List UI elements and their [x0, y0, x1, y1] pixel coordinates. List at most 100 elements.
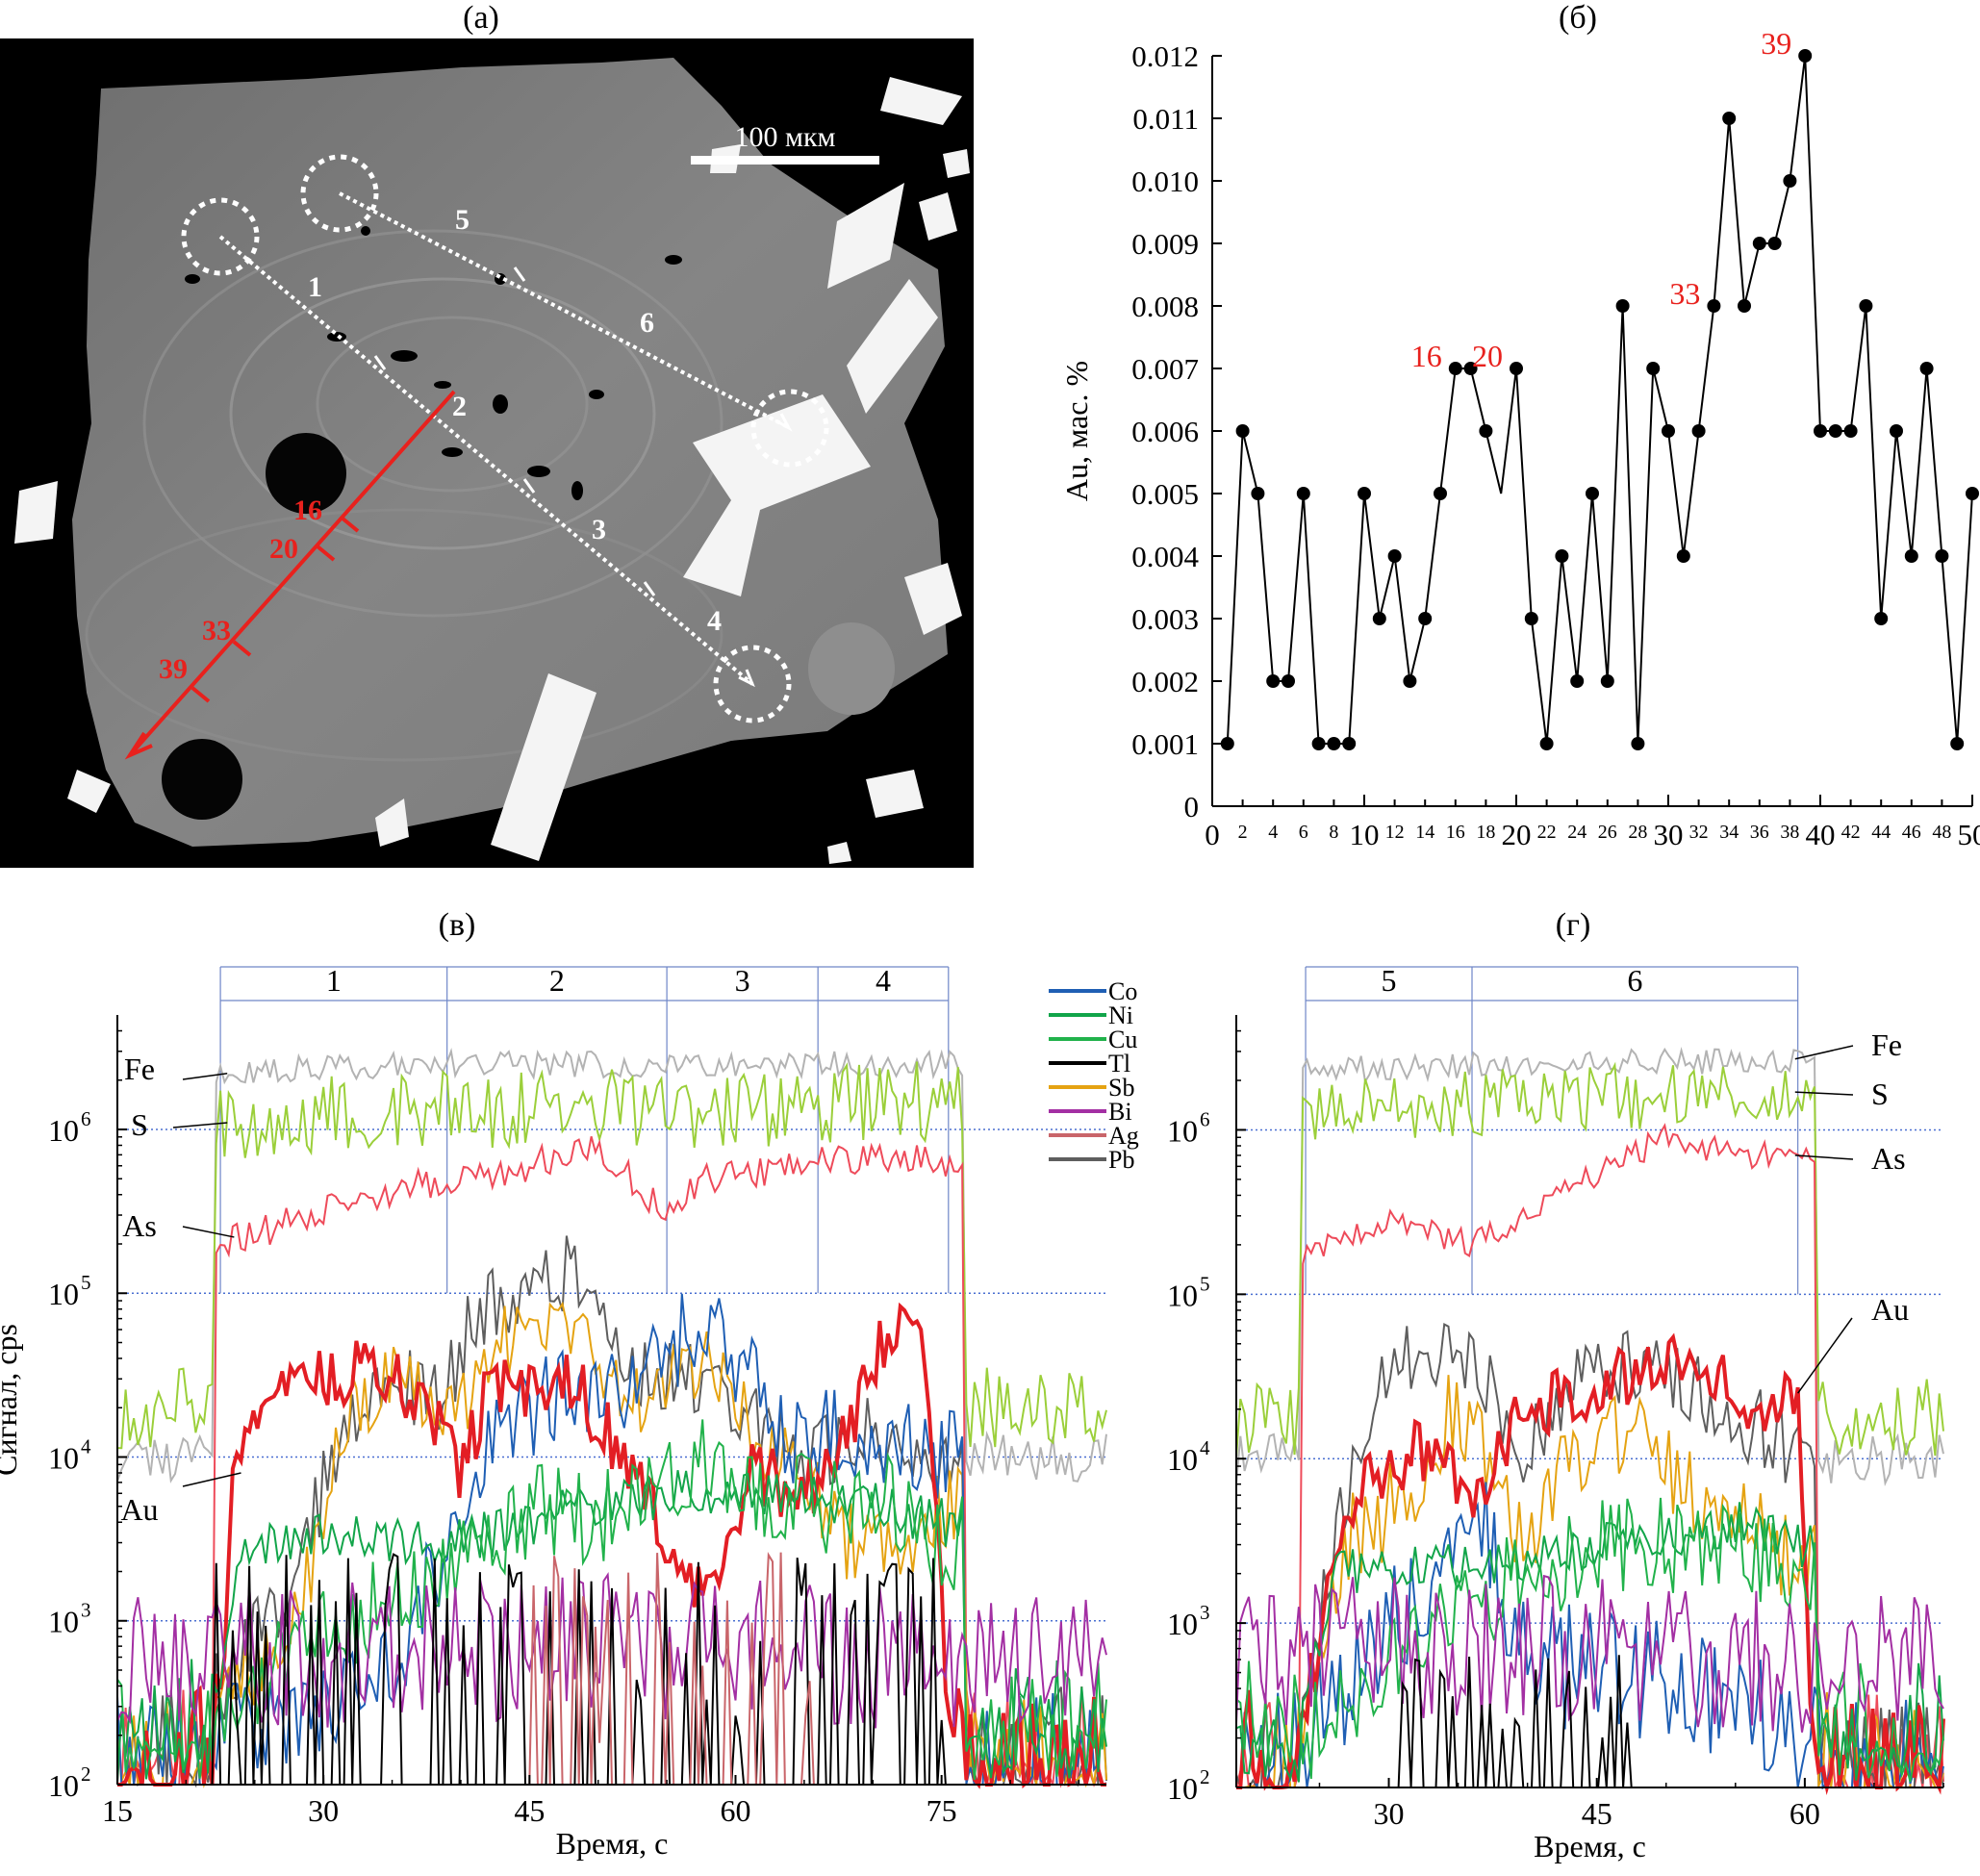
x-tick-label: 30	[1654, 818, 1684, 851]
au-series-line	[1226, 55, 1973, 745]
small-grain	[808, 622, 895, 715]
series-line-fe	[1235, 1046, 1944, 1486]
legend-label: Ni	[1108, 1001, 1133, 1029]
x-tick-label: 10	[1350, 818, 1380, 851]
x-tick-label: 45	[514, 1793, 545, 1828]
au-data-point	[1767, 237, 1782, 250]
au-data-point	[1448, 362, 1462, 375]
panel-d-label: (г)	[1555, 907, 1591, 943]
y-tick-label-exp: 3	[1200, 1601, 1210, 1624]
series-ni	[1235, 1502, 1944, 1783]
traverse-ticks	[373, 266, 656, 596]
y-tick-label-base: 10	[48, 1440, 79, 1475]
au-data-point	[1662, 424, 1675, 438]
profile-label: 33	[202, 615, 231, 646]
y-tick-label: 0.011	[1132, 102, 1199, 136]
x-minor-tick-label: 42	[1841, 822, 1861, 843]
bse-image-panel: 100 мкм 1 2 3 4 5 6	[0, 38, 974, 868]
point-annotation: 16	[1411, 339, 1442, 373]
x-minor-tick-label: 16	[1446, 822, 1465, 843]
au-data-point	[1646, 362, 1661, 375]
panel-a-label: (а)	[463, 0, 499, 36]
au-data-point	[1676, 549, 1690, 563]
legend-label: Bi	[1108, 1098, 1132, 1126]
y-tick-label: 0.002	[1131, 665, 1199, 698]
x-minor-tick-label: 44	[1871, 822, 1891, 843]
au-data-point	[1570, 674, 1585, 688]
y-tick-label-exp: 4	[81, 1434, 91, 1458]
series-label-leader	[182, 1472, 241, 1487]
y-tick-label-exp: 3	[81, 1599, 91, 1622]
bse-image: 100 мкм 1 2 3 4 5 6	[0, 38, 974, 868]
traverse-label: 1	[308, 271, 322, 303]
series-label-leader	[1794, 1154, 1854, 1160]
au-data-point	[1463, 362, 1478, 375]
x-minor-tick-label: 28	[1628, 822, 1647, 843]
series-line-as	[117, 1136, 1107, 1788]
y-tick-label: 0.007	[1131, 352, 1199, 386]
y-tick-label-base: 10	[48, 1768, 79, 1803]
series-au	[117, 1302, 1106, 1789]
y-tick-label-base: 10	[1167, 1278, 1198, 1312]
x-minor-tick-label: 26	[1598, 822, 1617, 843]
pores	[185, 226, 682, 500]
y-tick-label-exp: 2	[1200, 1765, 1210, 1788]
x-minor-tick-label: 38	[1780, 822, 1799, 843]
point-annotation: 20	[1472, 339, 1503, 373]
x-tick-label: 40	[1806, 818, 1836, 851]
segment-label: 3	[735, 963, 750, 998]
series-line-fe	[116, 1047, 1107, 1483]
au-data-point	[1904, 549, 1918, 563]
y-tick-label: 0.012	[1131, 39, 1199, 73]
traverse-lines	[218, 191, 791, 686]
traverse-label: 6	[640, 307, 654, 339]
x-tick-label: 45	[1582, 1796, 1612, 1831]
series-line-s	[116, 1061, 1107, 1450]
legend-label: Ag	[1108, 1122, 1139, 1150]
x-minor-tick-label: 46	[1902, 822, 1921, 843]
au-data-point	[1752, 237, 1766, 250]
series-s	[116, 1061, 1107, 1450]
series-label-leader	[1794, 1045, 1854, 1060]
x-minor-tick-label: 6	[1299, 822, 1308, 843]
au-data-point	[1966, 487, 1979, 500]
series-line-sb	[1236, 1375, 1944, 1789]
series-line-co	[116, 1293, 1107, 1787]
scale-bar	[691, 156, 879, 165]
series-line-au	[117, 1302, 1106, 1789]
panel-b-label: (б)	[1559, 0, 1597, 36]
x-minor-tick-label: 32	[1689, 822, 1709, 843]
y-tick-label-exp: 2	[81, 1762, 91, 1786]
au-data-point	[1387, 549, 1402, 563]
point-annotation: 39	[1761, 29, 1791, 61]
segment-label: 5	[1382, 963, 1397, 998]
segment-label: 6	[1627, 963, 1642, 998]
bright-phases	[14, 77, 970, 864]
au-data-point	[1722, 112, 1737, 125]
x-tick-label: 20	[1502, 818, 1532, 851]
series-sb	[1236, 1375, 1944, 1789]
series-label: Fe	[124, 1052, 155, 1086]
x-tick-label: 0	[1205, 818, 1220, 851]
y-tick-label: 0	[1184, 790, 1200, 824]
y-tick-label-exp: 6	[1200, 1107, 1210, 1130]
au-data-point	[1798, 49, 1813, 63]
series-line-ni	[116, 1470, 1107, 1780]
zoning-band	[316, 316, 589, 493]
au-data-point	[1327, 737, 1341, 750]
traverse-label: 4	[707, 605, 722, 637]
y-tick-label: 0.005	[1131, 477, 1199, 511]
au-data-point	[1738, 299, 1751, 313]
x-minor-tick-label: 22	[1537, 822, 1557, 843]
x-axis-label: Время, с	[1534, 1829, 1646, 1863]
au-data-point	[1828, 424, 1842, 438]
au-data-point	[1539, 737, 1554, 750]
series-label: As	[1871, 1141, 1906, 1176]
x-axis-label: Время, с	[556, 1826, 669, 1861]
au-data-point	[1783, 174, 1797, 188]
series-label: As	[122, 1208, 157, 1243]
au-profile-chart: 0 0.001 0.002 0.003 0.004 0.005 0.006 0.007 0.00…	[1059, 29, 1980, 851]
ablation-circles	[181, 154, 829, 723]
series-line-cu	[116, 1419, 1107, 1781]
